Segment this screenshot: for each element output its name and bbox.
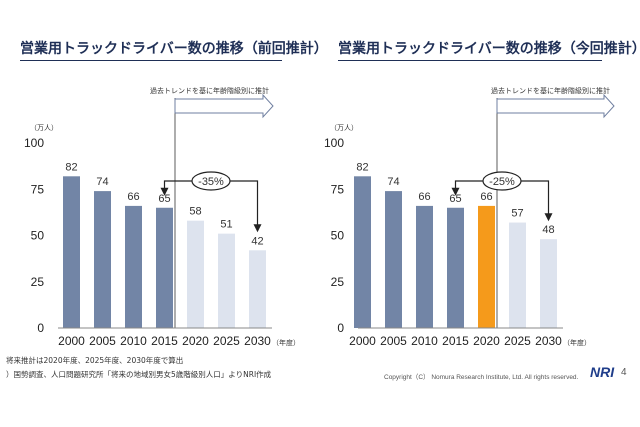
x-axis-unit: （年度） xyxy=(272,338,300,347)
bar-2020 xyxy=(187,220,204,328)
bar-value-label: 65 xyxy=(449,193,461,205)
x-tick-label: 2010 xyxy=(120,334,147,348)
bar-value-label: 57 xyxy=(511,208,523,220)
x-tick-label: 2010 xyxy=(411,334,438,348)
footnote-source: ）国勢調査、人口問題研究所「将来の地域別男女5歳階級別人口」よりNRI作成 xyxy=(6,370,272,379)
left-bar-chart: （万人） 0 25 50 75 100 過去トレンドを基に年齢階級別に推計 82 2000 74 2… xyxy=(24,86,300,348)
bar-2005 xyxy=(94,191,111,328)
bar-2000 xyxy=(63,176,80,328)
y-tick-label: 75 xyxy=(31,182,45,196)
y-tick-label: 25 xyxy=(331,275,345,289)
y-tick-label: 0 xyxy=(337,321,344,335)
bracket-arrow-head-right xyxy=(253,224,262,233)
page-number: 4 xyxy=(621,367,627,378)
bar-2025 xyxy=(509,222,526,328)
bracket-arrow-head-left xyxy=(451,187,460,196)
x-tick-label: 2030 xyxy=(244,334,271,348)
bar-2005 xyxy=(385,191,402,328)
projection-annotation: 過去トレンドを基に年齢階級別に推計 xyxy=(491,86,610,95)
y-tick-label: 100 xyxy=(24,136,44,150)
bar-2025 xyxy=(218,233,235,328)
projection-arrow xyxy=(174,93,274,119)
bar-value-label: 66 xyxy=(480,191,492,203)
footnote-projection: 将来推計は2020年度、2025年度、2030年度で算出 xyxy=(6,356,184,365)
bar-value-label: 82 xyxy=(65,161,77,173)
bar-2000 xyxy=(354,176,371,328)
y-tick-label: 100 xyxy=(324,136,344,150)
bar-2020 xyxy=(478,205,495,328)
projection-annotation: 過去トレンドを基に年齢階級別に推計 xyxy=(150,86,269,95)
right-chart-title: 営業用トラックドライバー数の推移（今回推計） xyxy=(338,38,640,61)
y-tick-label: 0 xyxy=(37,321,44,335)
x-tick-label: 2020 xyxy=(182,334,209,348)
y-tick-label: 75 xyxy=(331,182,345,196)
y-axis-unit: （万人） xyxy=(30,124,58,132)
bar-2010 xyxy=(416,205,433,328)
right-bar-chart: （万人） 0 25 50 75 100 過去トレンドを基に年齢階級別に推計 82 2000 74 2… xyxy=(324,86,615,348)
x-tick-label: 2005 xyxy=(380,334,407,348)
copyright-text: Copyright（C） Nomura Research Institute, … xyxy=(384,374,579,381)
y-axis-unit: （万人） xyxy=(330,124,358,132)
nri-logo: NRI xyxy=(590,364,615,380)
y-tick-label: 50 xyxy=(31,229,45,243)
bar-value-label: 48 xyxy=(542,224,554,236)
bar-value-label: 82 xyxy=(356,161,368,173)
x-tick-label: 2005 xyxy=(89,334,116,348)
left-chart-title: 営業用トラックドライバー数の推移（前回推計） xyxy=(20,38,328,61)
bar-value-label: 74 xyxy=(387,176,399,188)
bar-2030 xyxy=(540,239,557,328)
bar-value-label: 65 xyxy=(158,193,170,205)
bar-2030 xyxy=(249,250,266,328)
x-tick-label: 2020 xyxy=(473,334,500,348)
projection-arrow xyxy=(496,93,615,119)
x-tick-label: 2015 xyxy=(151,334,178,348)
bracket-arrow-head-right xyxy=(544,213,553,222)
bar-value-label: 74 xyxy=(96,176,108,188)
change-badge xyxy=(482,171,522,191)
x-tick-label: 2000 xyxy=(58,334,85,348)
bar-2015 xyxy=(447,207,464,328)
bar-2010 xyxy=(125,205,142,328)
x-tick-label: 2025 xyxy=(504,334,531,348)
bar-value-label: 66 xyxy=(127,191,139,203)
y-tick-label: 50 xyxy=(331,229,345,243)
change-label: -35% xyxy=(198,176,224,188)
x-tick-label: 2030 xyxy=(535,334,562,348)
bar-2015 xyxy=(156,207,173,328)
change-badge xyxy=(191,171,231,191)
bar-value-label: 42 xyxy=(251,235,263,247)
x-tick-label: 2025 xyxy=(213,334,240,348)
change-label: -25% xyxy=(489,176,515,188)
y-tick-label: 25 xyxy=(31,275,45,289)
bar-value-label: 51 xyxy=(220,219,232,231)
bar-value-label: 66 xyxy=(418,191,430,203)
x-tick-label: 2015 xyxy=(442,334,469,348)
bracket-arrow-head-left xyxy=(160,187,169,196)
x-axis-unit: （年度） xyxy=(563,338,591,347)
x-tick-label: 2000 xyxy=(349,334,376,348)
bar-value-label: 58 xyxy=(189,206,201,218)
